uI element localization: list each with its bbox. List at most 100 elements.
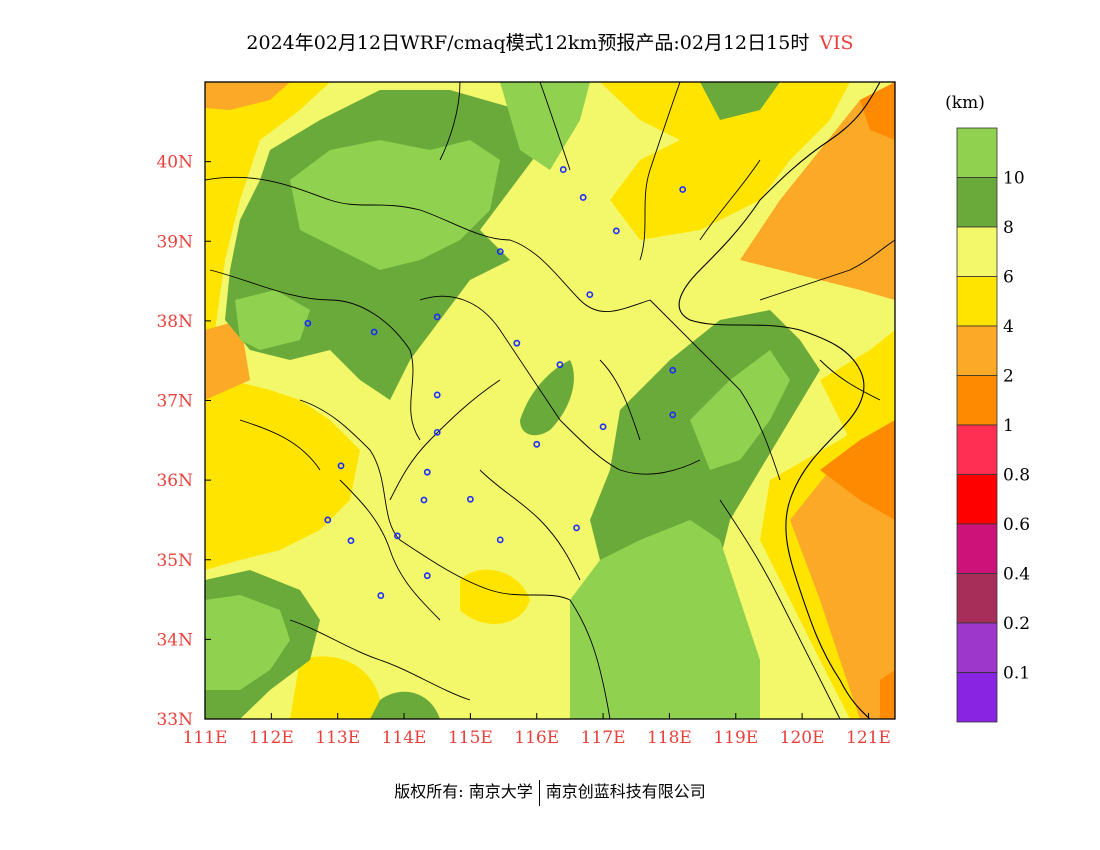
vis-field-4-6-central [460, 569, 530, 624]
legend-swatch [956, 177, 998, 228]
city-marker [423, 572, 431, 580]
city-marker [420, 496, 428, 504]
legend-label: 0.8 [1003, 466, 1030, 486]
vis-field-4-6-north [600, 82, 850, 240]
vis-field-2-4-west [205, 320, 250, 400]
legend-colorbar [956, 127, 998, 723]
x-tick-label: 117E [581, 728, 626, 748]
visibility-map [205, 82, 895, 719]
legend-label: 1 [1003, 416, 1014, 436]
vis-field-8-10-south [370, 691, 440, 719]
y-tick-label: 38N [156, 312, 193, 332]
legend-swatch [956, 523, 998, 574]
legend-swatch [956, 622, 998, 673]
city-marker [324, 516, 332, 524]
vis-field-2-4-northwest [205, 82, 290, 110]
coastline [678, 82, 881, 719]
city-marker [370, 328, 378, 336]
city-marker [559, 166, 567, 173]
vis-field-10-plus-east-inner [690, 350, 790, 470]
y-tick-label: 34N [156, 630, 193, 650]
city-marker [466, 495, 474, 503]
city-marker [347, 537, 355, 545]
legend-label: 0.2 [1003, 614, 1030, 634]
x-tick-label: 118E [647, 728, 692, 748]
legend-swatch [956, 325, 998, 376]
city-markers [304, 166, 687, 599]
legend-label: 2 [1003, 367, 1014, 387]
x-tick-label: 121E [846, 728, 891, 748]
legend-label: 4 [1003, 317, 1014, 337]
y-axis: 33N 34N 35N 36N 37N 38N 39N 40N [156, 153, 211, 730]
city-marker [573, 524, 580, 532]
x-tick-label: 116E [514, 728, 559, 748]
city-marker [433, 313, 441, 321]
vis-field-1-2-south [880, 670, 895, 719]
vis-field-10-plus-north [290, 140, 500, 270]
legend-label: 8 [1003, 218, 1014, 238]
title-text: 2024年02月12日WRF/cmaq模式12km预报产品:02月12日15时 [246, 32, 810, 54]
vis-field-8-10-northeast-strip [700, 82, 780, 120]
legend-swatch [956, 474, 998, 525]
vis-field-10-plus-east-band [570, 520, 760, 719]
city-marker [377, 592, 385, 599]
city-marker [337, 462, 345, 470]
legend-swatch [956, 424, 998, 475]
legend-swatch [956, 573, 998, 624]
vis-field-1-2-northeast [860, 82, 895, 140]
footer-company: 南京创蓝科技有限公司 [545, 782, 706, 801]
y-tick-label: 37N [156, 392, 193, 412]
legend-label: 0.6 [1003, 515, 1030, 535]
y-tick-label: 33N [156, 710, 193, 730]
legend-swatch [956, 127, 998, 178]
city-marker [612, 227, 620, 235]
city-marker [599, 423, 607, 431]
x-tick-label: 112E [249, 728, 294, 748]
city-marker [556, 361, 564, 369]
y-tick-label: 35N [156, 551, 193, 571]
vis-field-4-6-coast [820, 330, 895, 440]
footer-copyright: 版权所有: 南京大学 [394, 782, 533, 801]
city-marker [433, 428, 441, 436]
vis-field-10-plus-southwest [205, 595, 290, 690]
city-marker [433, 391, 441, 399]
vis-field-10-plus-ridge [500, 82, 590, 170]
x-tick-label: 119E [713, 728, 758, 748]
city-marker [496, 248, 504, 256]
city-marker [423, 468, 431, 476]
city-marker [394, 532, 401, 540]
admin-boundaries [205, 82, 895, 719]
x-tick-label: 113E [315, 728, 360, 748]
city-marker [679, 186, 687, 193]
city-marker [579, 194, 587, 201]
legend-swatch [956, 672, 998, 723]
legend-label: 0.1 [1003, 664, 1030, 684]
footer: 版权所有: 南京大学 南京创蓝科技有限公司 [0, 778, 1100, 806]
city-marker [586, 291, 594, 298]
legend-swatch [956, 226, 998, 277]
vis-field-8-10-central-blob [520, 360, 574, 436]
city-marker [496, 536, 504, 544]
page-title: 2024年02月12日WRF/cmaq模式12km预报产品:02月12日15时 V… [0, 28, 1100, 55]
vis-field-1-2-southeast [820, 420, 895, 520]
y-tick-label: 40N [156, 153, 193, 173]
y-tick-label: 36N [156, 471, 193, 491]
legend-swatch [956, 375, 998, 426]
x-tick-label: 114E [382, 728, 427, 748]
legend-swatch [956, 276, 998, 327]
legend-labels: 10 8 6 4 2 1 0.8 0.6 0.4 0.2 0.1 [1003, 169, 1030, 684]
title-variable: VIS [819, 32, 854, 54]
x-tick-label: 115E [448, 728, 493, 748]
y-tick-label: 39N [156, 232, 193, 252]
vis-field-4-6-southwest [290, 656, 380, 719]
city-marker [533, 440, 541, 448]
legend-label: 10 [1003, 169, 1025, 189]
city-marker [513, 339, 521, 347]
city-marker [304, 319, 312, 327]
vis-field-10-plus-west [235, 290, 310, 350]
footer-separator [538, 779, 540, 806]
x-tick-label: 120E [780, 728, 825, 748]
city-marker [669, 366, 677, 374]
city-marker [669, 411, 677, 419]
